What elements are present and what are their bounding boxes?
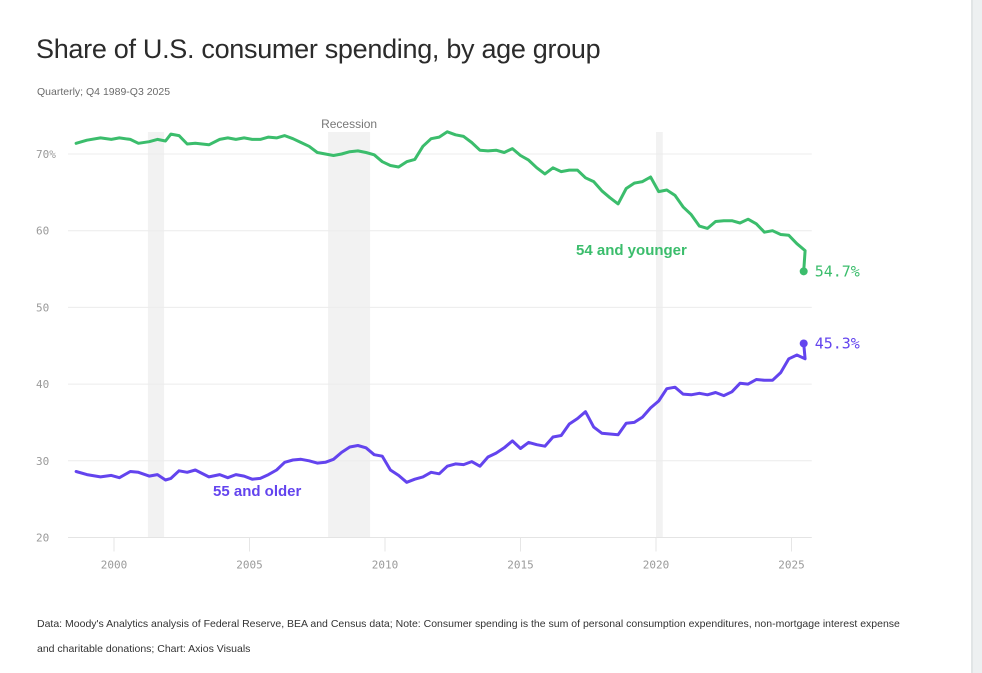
recession-label: Recession <box>321 117 377 131</box>
x-tick-label: 2015 <box>507 559 534 572</box>
chart-footer-source-note: Data: Moody's Analytics analysis of Fede… <box>37 618 900 655</box>
x-axis: 2000 2005 2010 2015 2020 2025 <box>101 537 805 572</box>
recession-bands <box>147 132 663 538</box>
x-tick-label: 2010 <box>372 559 399 572</box>
y-tick-label: 60 <box>36 225 49 238</box>
series-labels: 54.7% 54 and younger 45.3% 55 and older <box>213 242 860 500</box>
end-value-label: 54.7% <box>815 262 860 280</box>
y-tick-label: 70% <box>36 148 56 161</box>
recession-band <box>656 132 663 538</box>
y-tick-label: 40 <box>36 378 49 391</box>
series-lines <box>74 130 808 484</box>
chart-subtitle: Quarterly; Q4 1989-Q3 2025 <box>37 86 171 98</box>
y-axis: 20 30 40 50 60 70% <box>36 148 56 545</box>
x-tick-label: 2005 <box>236 559 263 572</box>
x-tick-label: 2020 <box>643 559 670 572</box>
chart-title: Share of U.S. consumer spending, by age … <box>36 34 601 64</box>
end-point-marker <box>799 339 808 348</box>
y-tick-label: 30 <box>36 455 49 468</box>
series-label-54-and-younger: 54 and younger <box>576 242 687 259</box>
end-value-label: 45.3% <box>815 334 860 352</box>
gridlines <box>68 153 812 538</box>
side-panel <box>971 0 982 673</box>
recession-band <box>328 132 371 538</box>
chart-area: 20 30 40 50 60 70% 2000 2005 2010 2015 2020 2025 R… <box>36 117 860 572</box>
end-point-marker <box>799 267 808 276</box>
series-line-54-and-younger <box>74 130 807 273</box>
series-label-55-and-older: 55 and older <box>213 483 302 500</box>
y-tick-label: 20 <box>36 532 49 545</box>
y-tick-label: 50 <box>36 301 49 314</box>
x-tick-label: 2025 <box>778 559 805 572</box>
recession-band <box>147 132 165 538</box>
x-tick-label: 2000 <box>101 559 128 572</box>
series-line-55-and-older <box>74 341 807 484</box>
